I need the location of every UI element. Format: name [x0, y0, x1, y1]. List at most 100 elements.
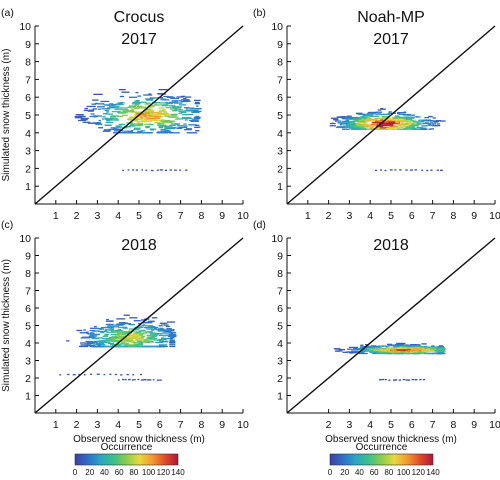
heatmap-cell: [132, 374, 135, 376]
heatmap-cell: [119, 107, 128, 109]
heatmap-cell: [166, 127, 176, 129]
heatmap-cluster: [333, 342, 446, 355]
colorbar-tick-label: 120: [157, 468, 171, 477]
heatmap-cell: [150, 129, 154, 131]
x-tick-label: 3: [346, 419, 352, 431]
heatmap-cell: [395, 348, 404, 351]
heatmap-cell: [386, 124, 395, 127]
heatmap-cell: [148, 116, 155, 118]
heatmap-cell: [124, 332, 129, 334]
heatmap-cell: [104, 109, 109, 112]
heatmap-cell: [403, 125, 414, 127]
heatmap-cell: [59, 374, 62, 376]
heatmap-cell: [418, 350, 423, 352]
heatmap-cell: [113, 128, 117, 130]
heatmap-cell: [390, 128, 397, 130]
heatmap-cell: [79, 345, 89, 348]
heatmap-cell: [96, 337, 104, 339]
heatmap-cell: [375, 113, 382, 115]
heatmap-cell: [101, 108, 111, 110]
heatmap-cell: [185, 109, 190, 111]
heatmap-cell: [163, 330, 172, 332]
heatmap-cell: [349, 120, 356, 123]
heatmap-cell: [357, 350, 366, 353]
heatmap-cell: [116, 125, 123, 127]
heatmap-cell: [123, 314, 130, 316]
heatmap-cell: [116, 318, 126, 320]
heatmap-cell: [408, 379, 411, 381]
heatmap-cell: [391, 345, 401, 347]
y-tick-label: 7: [277, 286, 283, 298]
heatmap-cell: [361, 349, 369, 351]
heatmap-cell: [158, 126, 164, 129]
heatmap-cell: [113, 331, 120, 334]
heatmap-cell: [111, 110, 121, 113]
heatmap-cell: [149, 105, 153, 107]
heatmap-cell: [164, 169, 168, 172]
heatmap-cell: [160, 128, 166, 131]
heatmap-cell: [370, 348, 379, 350]
heatmap-cell: [165, 102, 174, 105]
heatmap-cell: [381, 121, 388, 124]
heatmap-cell: [368, 346, 374, 348]
x-tick-label: 10: [489, 419, 500, 431]
colorbar-left: Occurrence 0 20 40 60 80 100 120 140: [73, 442, 185, 477]
y-tick-label: 3: [277, 146, 283, 158]
colorbar-label: Occurrence: [101, 442, 153, 453]
heatmap-cell: [403, 344, 412, 346]
heatmap-cell: [117, 328, 122, 331]
heatmap-cell: [430, 169, 433, 171]
heatmap-cell: [109, 118, 119, 120]
heatmap-cell: [182, 99, 190, 101]
heatmap-cell: [421, 169, 424, 171]
y-tick-label: 8: [277, 57, 283, 69]
heatmap-cell: [145, 102, 151, 104]
heatmap-cell: [415, 116, 421, 118]
colorbar-ramp: [74, 453, 179, 466]
heatmap-cell: [402, 378, 406, 381]
x-tick-label: 4: [115, 419, 121, 431]
heatmap-cell: [97, 108, 102, 110]
panel-b: 1 2 3 4 5 6 7 8 9 10 1 2 3 4 5 6 7 8 9 10 (b) Noah-MP 2017: [253, 7, 500, 222]
heatmap-cell: [380, 119, 385, 121]
heatmap-cell: [195, 124, 200, 127]
heatmap-cell: [133, 124, 143, 127]
heatmap-cell: [153, 327, 157, 330]
panel-c: 1 2 3 4 5 6 7 8 9 10 1 2 3 4 5 6 7 8 9 10 (c) 2018 Simulated s…: [1, 219, 249, 445]
heatmap-cell: [438, 345, 444, 348]
y-tick-label: 2: [277, 373, 283, 385]
heatmap-cell: [143, 345, 153, 348]
heatmap-cell: [117, 336, 125, 338]
heatmap-cell: [162, 112, 169, 114]
heatmap-cell: [160, 329, 169, 331]
heatmap-cell: [109, 103, 114, 105]
heatmap-cell: [379, 127, 388, 129]
heatmap-cell: [124, 322, 132, 325]
heatmap-cell: [165, 106, 174, 109]
heatmap-cell: [376, 117, 386, 120]
heatmap-cell: [104, 118, 113, 120]
heatmap-cell: [165, 127, 172, 130]
heatmap-cell: [364, 123, 368, 125]
heatmap-cell: [133, 327, 141, 329]
heatmap-cell: [140, 117, 143, 119]
heatmap-cell: [158, 88, 168, 91]
heatmap-cell: [170, 330, 175, 332]
heatmap-cell: [149, 337, 158, 340]
heatmap-cell: [176, 106, 183, 108]
x-tick-label: 4: [367, 210, 373, 222]
heatmap-cell: [379, 169, 383, 171]
heatmap-cell: [189, 109, 199, 112]
heatmap-cell: [433, 121, 438, 123]
heatmap-cell: [345, 123, 353, 125]
heatmap-cell: [162, 341, 169, 343]
heatmap-cell: [157, 131, 162, 133]
heatmap-cell: [163, 332, 171, 334]
heatmap-cell: [130, 334, 140, 336]
heatmap-cell: [409, 169, 413, 171]
heatmap-cell: [188, 124, 197, 126]
heatmap-cell: [435, 120, 442, 122]
heatmap-cell: [89, 373, 92, 375]
heatmap-cell: [113, 130, 124, 132]
colorbar-label: Occurrence: [356, 442, 408, 453]
